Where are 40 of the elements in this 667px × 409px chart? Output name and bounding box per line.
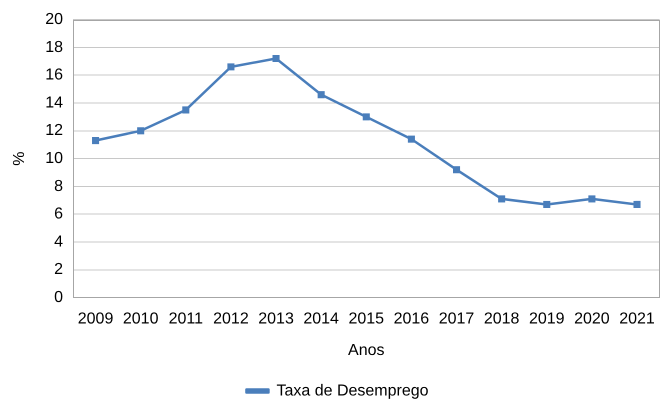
point (318, 91, 325, 98)
x-tick-label: 2020 (574, 310, 610, 328)
y-tick-label: 0 (54, 289, 64, 306)
y-tick-label: 4 (54, 233, 64, 250)
y-tick-label: 18 (45, 38, 64, 56)
x-tick-label: 2009 (78, 310, 114, 328)
y-axis-title: % (11, 151, 28, 166)
point (408, 136, 415, 143)
x-axis-title: Anos (348, 342, 385, 359)
point (362, 113, 370, 120)
x-tick-label: 2015 (348, 310, 384, 328)
x-tick-label: 2021 (619, 310, 655, 328)
y-tick-label: 14 (45, 94, 64, 112)
y-tick-label: 12 (45, 122, 64, 140)
legend-label: Taxa de Desemprego (276, 382, 429, 400)
y-tick-label: 16 (45, 66, 64, 84)
y-tick-label: 2 (54, 261, 64, 278)
point (452, 166, 460, 174)
point (227, 63, 234, 70)
point (92, 136, 100, 144)
y-tick-label: 10 (45, 150, 64, 168)
point (543, 200, 550, 208)
x-tick-label: 2019 (528, 310, 565, 328)
point (137, 127, 144, 134)
x-tick-label: 2012 (213, 310, 249, 328)
point (272, 54, 280, 62)
x-tick-label: 2011 (168, 310, 204, 328)
point (498, 195, 506, 202)
point (182, 106, 190, 114)
x-tick-label: 2014 (303, 310, 340, 328)
y-tick-label: 6 (54, 206, 64, 223)
y-tick-label: 8 (54, 178, 64, 195)
x-tick-label: 2018 (484, 310, 520, 328)
x-tick-label: 2010 (122, 310, 159, 328)
x-tick-label: 2016 (394, 310, 430, 328)
point (588, 195, 596, 202)
y-tick-label: 20 (45, 11, 64, 28)
x-tick-label: 2017 (438, 310, 474, 328)
x-tick-label: 2013 (258, 310, 294, 328)
point (633, 200, 641, 208)
